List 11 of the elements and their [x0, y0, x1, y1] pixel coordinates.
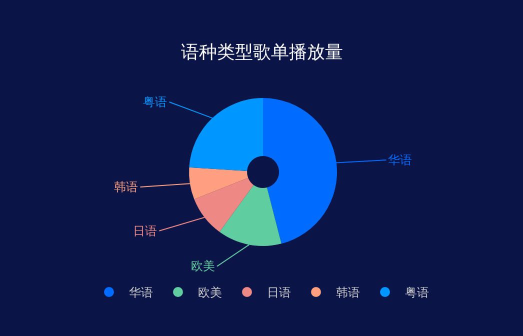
slice-label: 日语: [133, 224, 157, 238]
slice-label: 华语: [388, 153, 412, 167]
legend-label: 粤语: [405, 286, 429, 300]
slice-label: 韩语: [114, 180, 138, 194]
legend-label: 日语: [267, 286, 291, 300]
legend-label: 韩语: [336, 286, 360, 300]
chart-title: 语种类型歌单播放量: [181, 42, 343, 63]
legend-label: 欧美: [198, 286, 222, 300]
slice-label: 粤语: [143, 95, 167, 109]
legend-label: 华语: [129, 286, 153, 300]
slice-label: 欧美: [191, 259, 215, 273]
